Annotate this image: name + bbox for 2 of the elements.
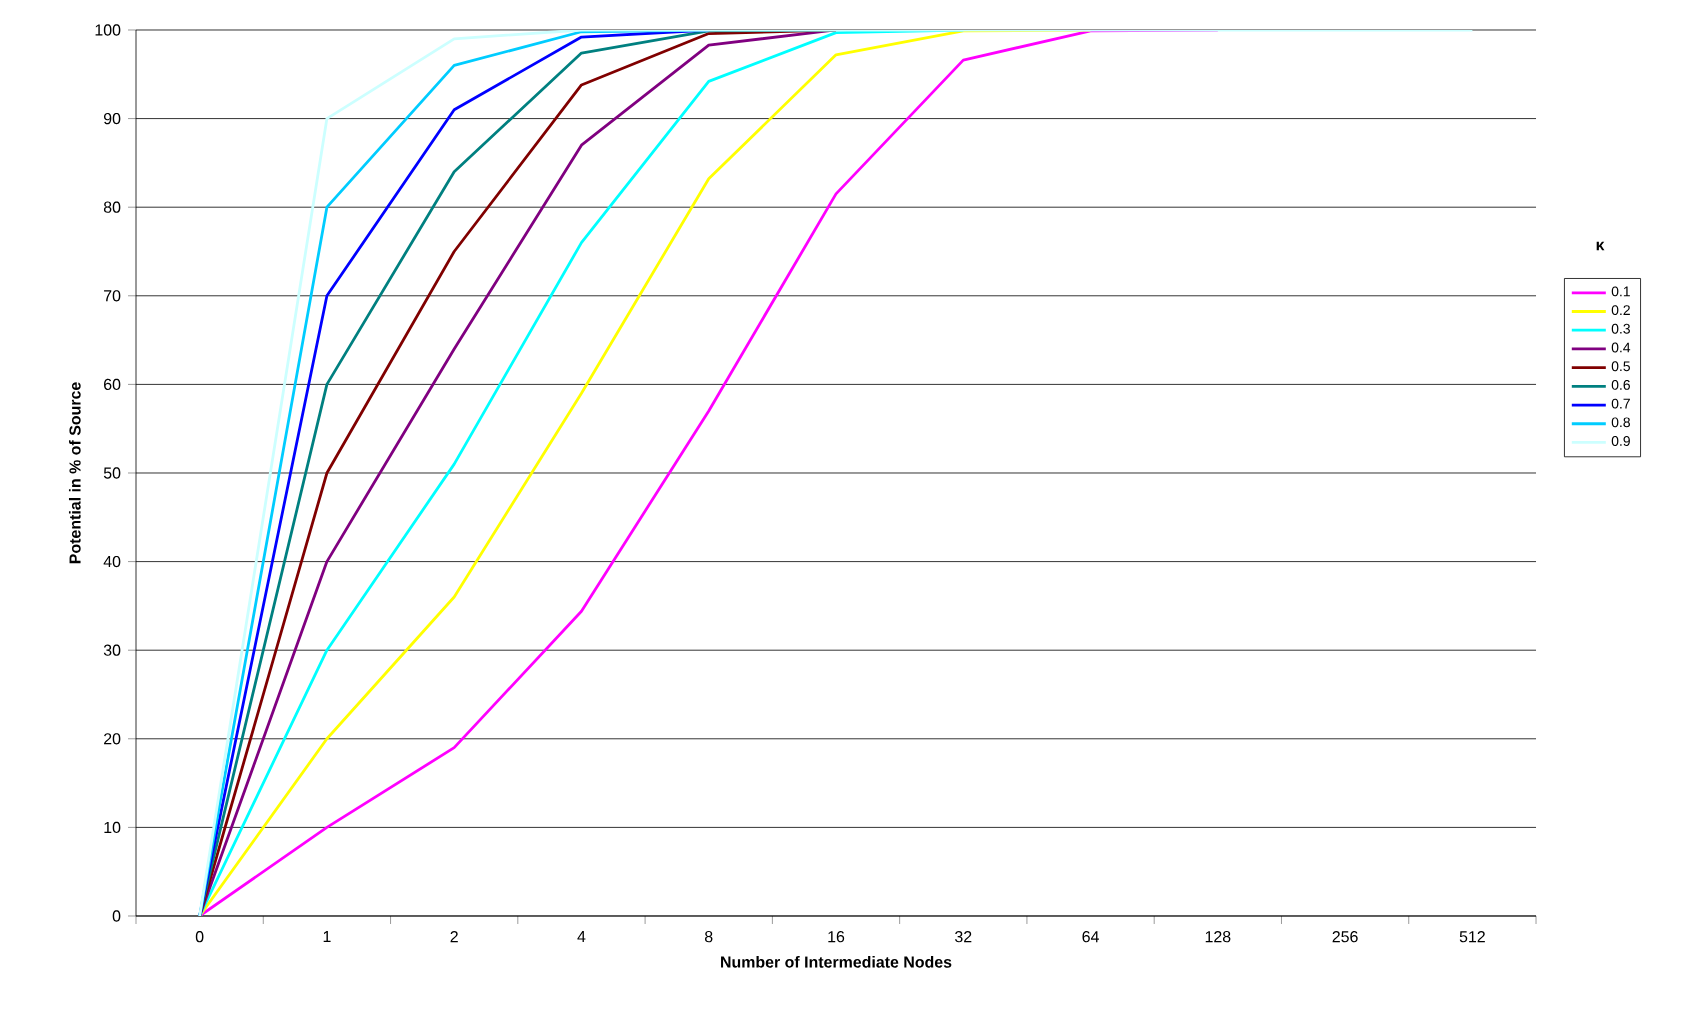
- line-series: [198, 29, 838, 916]
- line-series: [198, 29, 711, 916]
